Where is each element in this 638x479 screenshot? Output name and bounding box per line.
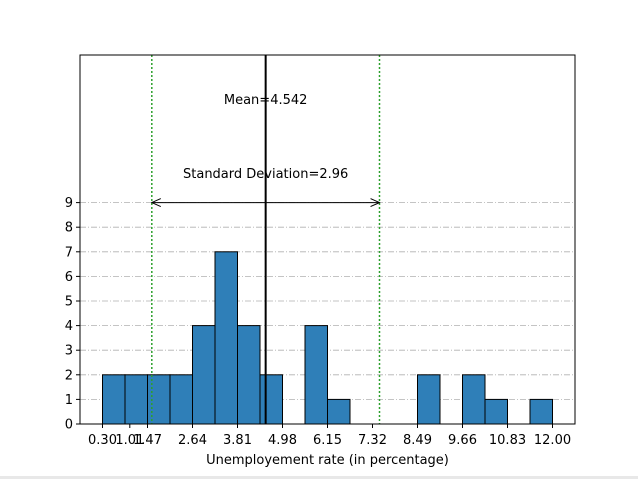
y-tick-label: 0 <box>65 418 73 433</box>
x-tick-label: 6.15 <box>313 433 342 448</box>
histogram-bar <box>169 374 193 425</box>
std-label: Standard Deviation=2.96 <box>183 167 348 182</box>
histogram-bar <box>124 374 148 425</box>
y-tick-label: 2 <box>65 368 73 383</box>
x-tick-label: 4.98 <box>268 433 297 448</box>
x-tick-label: 1.47 <box>133 433 162 448</box>
histogram-bar <box>214 251 238 425</box>
histogram-bar <box>237 325 261 425</box>
x-tick-label: 12.00 <box>534 433 571 448</box>
histogram-bar <box>304 325 328 425</box>
x-tick-label: 1.01 <box>115 433 144 448</box>
histogram-bar <box>259 374 283 425</box>
window-bottom-edge <box>0 476 638 479</box>
x-tick-label: 2.64 <box>178 433 207 448</box>
y-tick-label: 1 <box>65 393 73 408</box>
x-axis-label: Unemployement rate (in percentage) <box>206 453 449 468</box>
x-tick-label: 10.83 <box>489 433 526 448</box>
y-tick-label: 4 <box>65 319 73 334</box>
histogram-bar <box>529 398 553 425</box>
x-axis-ticks: 0.301.011.47 2.64 3.81 4.98 6.15 7.32 8.49 9.66… <box>88 424 571 448</box>
histogram-bar <box>462 374 486 425</box>
histogram-bar <box>147 374 171 425</box>
mean-label: Mean=4.542 <box>224 93 308 108</box>
x-tick-label: 0.30 <box>88 433 117 448</box>
histogram-bar <box>102 374 126 425</box>
histogram-bars <box>102 251 553 425</box>
y-tick-label: 9 <box>65 196 73 211</box>
y-tick-label: 3 <box>65 344 73 359</box>
histogram-bar <box>192 325 216 425</box>
y-axis-ticks: 0 1 2 3 4 5 6 7 8 9 <box>65 196 80 433</box>
histogram-bar <box>417 374 441 425</box>
x-tick-label: 8.49 <box>403 433 432 448</box>
histogram-bar <box>327 398 351 425</box>
y-tick-label: 8 <box>65 221 73 236</box>
histogram-bar <box>484 398 508 425</box>
x-tick-label: 9.66 <box>448 433 477 448</box>
reference-lines <box>152 55 380 424</box>
y-tick-label: 5 <box>65 295 73 310</box>
x-tick-label: 3.81 <box>223 433 252 448</box>
y-tick-label: 7 <box>65 245 73 260</box>
x-tick-label: 7.32 <box>358 433 387 448</box>
y-tick-label: 6 <box>65 270 73 285</box>
